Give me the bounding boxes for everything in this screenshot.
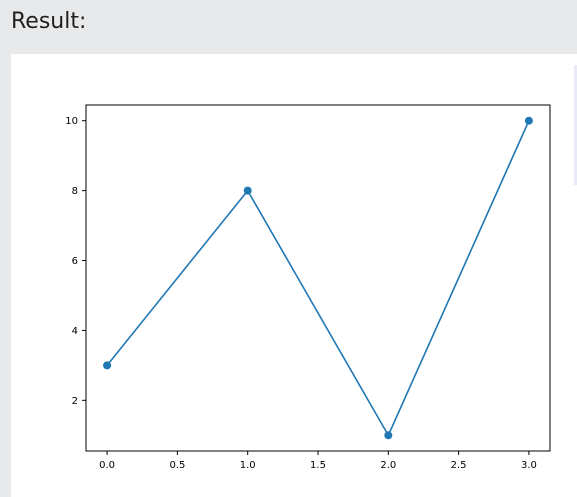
data-point xyxy=(384,431,393,440)
y-tick-label: 2 xyxy=(72,396,78,407)
result-heading: Result: xyxy=(11,9,87,34)
series-layer xyxy=(103,116,533,440)
panel-scroll-edge xyxy=(574,65,577,185)
y-tick-label: 4 xyxy=(72,326,78,337)
data-point xyxy=(103,361,112,370)
axes-frame xyxy=(85,104,551,452)
data-point xyxy=(524,116,533,125)
x-tick-label: 0.0 xyxy=(99,460,115,471)
y-axis-ticks: 2 4 6 8 10 xyxy=(65,116,86,407)
y-tick-label: 6 xyxy=(72,256,78,267)
output-panel xyxy=(11,54,577,497)
data-point xyxy=(243,186,252,195)
y-tick-label: 8 xyxy=(72,186,78,197)
x-tick-label: 2.5 xyxy=(451,460,467,471)
x-tick-label: 3.0 xyxy=(521,460,537,471)
x-tick-label: 2.0 xyxy=(380,460,396,471)
series-line xyxy=(106,120,530,437)
x-tick-label: 1.5 xyxy=(310,460,326,471)
x-tick-label: 1.0 xyxy=(240,460,256,471)
x-tick-label: 0.5 xyxy=(169,460,185,471)
x-axis-ticks: 0.0 0.5 1.0 1.5 2.0 2.5 3.0 xyxy=(99,451,537,471)
y-tick-label: 10 xyxy=(65,116,78,127)
